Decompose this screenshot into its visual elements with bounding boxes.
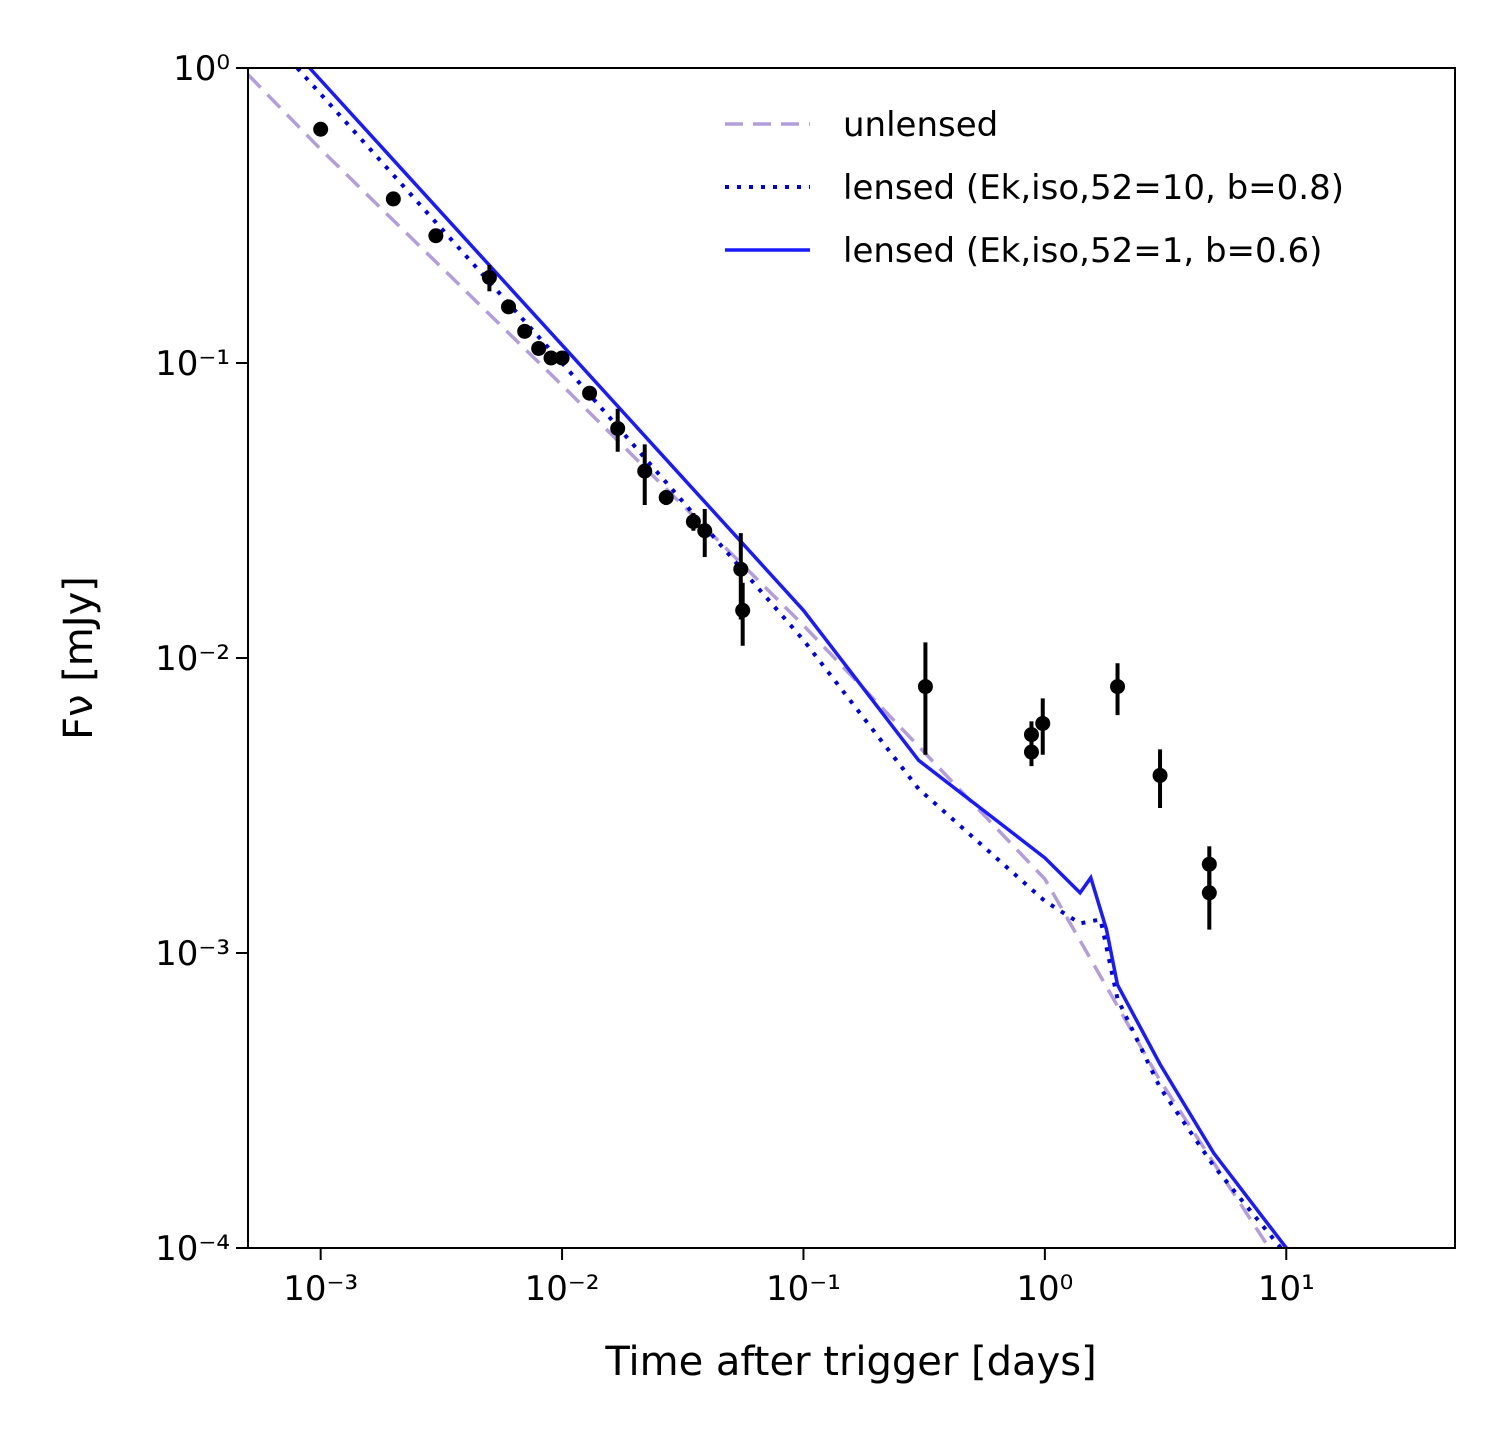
series-line xyxy=(295,68,1283,1248)
data-point xyxy=(517,323,533,339)
x-tick-label: 10⁻³ xyxy=(283,1269,358,1309)
legend-label: unlensed xyxy=(843,105,998,145)
data-point xyxy=(735,602,751,618)
data-point xyxy=(582,385,598,401)
x-tick-label: 10¹ xyxy=(1258,1269,1315,1309)
data-point xyxy=(637,463,653,479)
legend-label: lensed (Ek,iso,52=10, b=0.8) xyxy=(843,168,1344,208)
data-point xyxy=(313,121,329,137)
y-tick-label: 10⁻³ xyxy=(155,934,230,974)
data-point xyxy=(1201,885,1217,901)
data-point xyxy=(1110,679,1126,695)
data-point xyxy=(428,228,444,244)
data-point xyxy=(1152,767,1168,783)
legend-label: lensed (Ek,iso,52=1, b=0.6) xyxy=(843,231,1322,271)
data-point xyxy=(685,514,701,530)
data-point xyxy=(481,269,497,285)
data-point xyxy=(1023,744,1039,760)
data-point xyxy=(554,350,570,366)
data-point xyxy=(697,523,713,539)
x-tick-label: 10⁻¹ xyxy=(766,1269,841,1309)
x-axis-label: Time after trigger [days] xyxy=(604,1339,1096,1385)
y-tick-label: 10⁰ xyxy=(173,49,230,89)
plot-frame xyxy=(247,67,1456,1249)
y-tick-label: 10⁻¹ xyxy=(155,344,230,384)
data-point xyxy=(1035,715,1051,731)
data-point xyxy=(658,489,674,505)
data-point xyxy=(610,420,626,436)
data-point xyxy=(733,561,749,577)
x-tick-label: 10⁻² xyxy=(525,1269,600,1309)
y-axis-label: Fν [mJy] xyxy=(56,576,102,740)
y-tick-label: 10⁻⁴ xyxy=(155,1229,230,1269)
y-tick-label: 10⁻² xyxy=(155,639,230,679)
data-point xyxy=(385,191,401,207)
data-point xyxy=(501,299,517,315)
series-line xyxy=(308,68,1288,1248)
data-point xyxy=(543,350,559,366)
data-point xyxy=(531,340,547,356)
x-tick-label: 10⁰ xyxy=(1016,1269,1073,1309)
data-point xyxy=(1023,727,1039,743)
data-point xyxy=(917,679,933,695)
